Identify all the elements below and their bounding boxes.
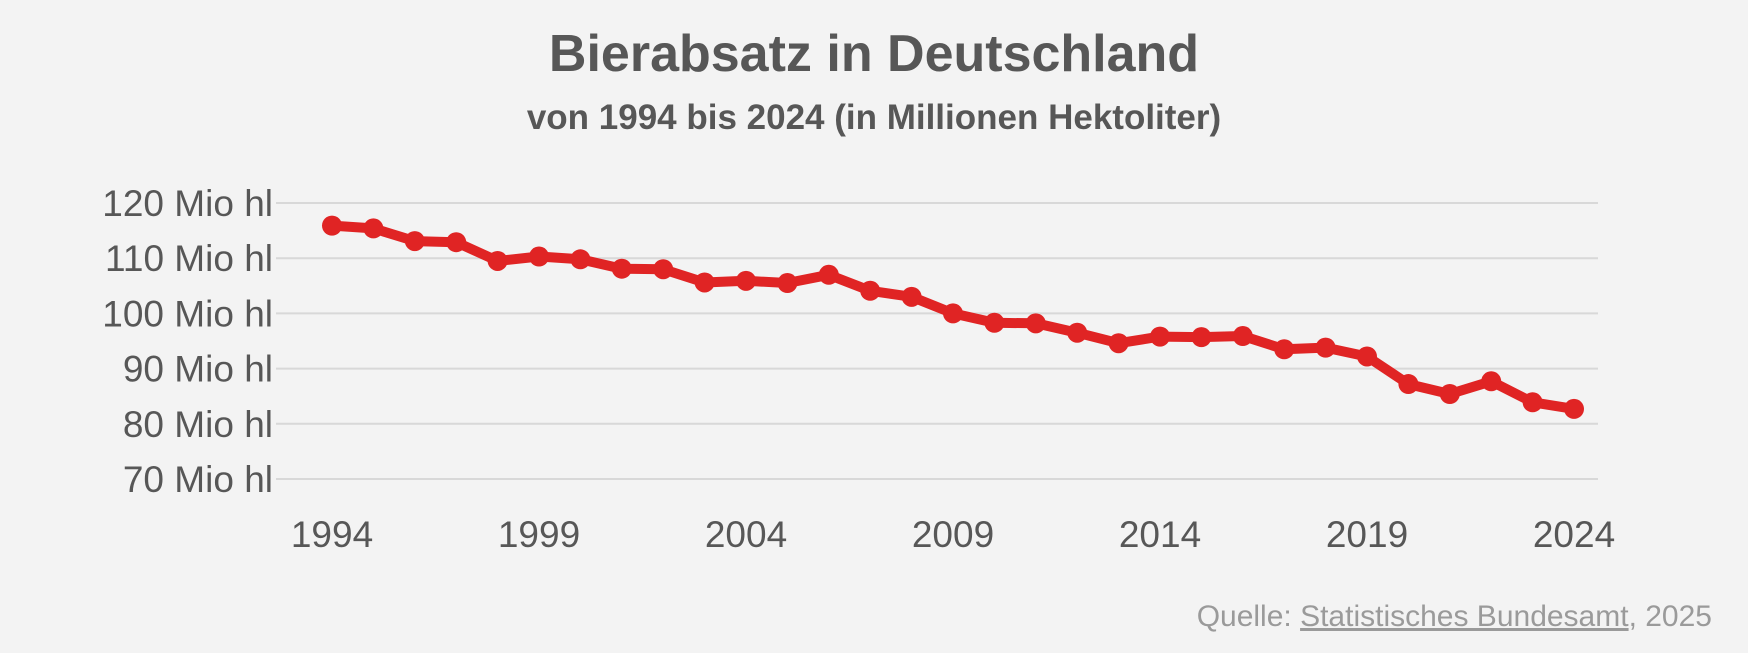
x-tick-label: 2004 — [705, 514, 787, 555]
x-tick-label: 2024 — [1533, 514, 1615, 555]
data-point-2021 — [1439, 383, 1460, 404]
y-tick-label: 100 Mio hl — [102, 293, 273, 334]
data-point-2017 — [1274, 339, 1295, 360]
data-point-1997 — [446, 232, 467, 253]
y-tick-label: 110 Mio hl — [105, 238, 273, 279]
data-point-2008 — [901, 286, 922, 307]
x-tick-label: 1994 — [291, 514, 373, 555]
source-prefix: Quelle: — [1196, 600, 1301, 633]
data-points — [322, 215, 1584, 419]
x-tick-label: 2019 — [1326, 514, 1408, 555]
data-point-2014 — [1150, 326, 1170, 347]
data-point-2012 — [1067, 322, 1088, 343]
data-point-2022 — [1481, 371, 1502, 392]
data-point-2001 — [611, 258, 632, 279]
x-axis-ticks: 1994 1999 2004 2009 2014 2019 2024 — [291, 514, 1615, 555]
data-point-2020 — [1398, 374, 1419, 395]
x-tick-label: 1999 — [498, 514, 580, 555]
data-point-1999 — [529, 246, 549, 267]
data-point-2016 — [1232, 326, 1253, 347]
x-tick-label: 2014 — [1119, 514, 1201, 555]
source-suffix: , 2025 — [1628, 600, 1712, 633]
y-tick-label: 90 Mio hl — [123, 349, 273, 390]
source-link[interactable]: Statistisches Bundesamt — [1300, 600, 1629, 633]
data-point-1996 — [404, 231, 425, 252]
data-point-2005 — [777, 273, 798, 294]
data-point-1998 — [487, 250, 508, 271]
data-point-2000 — [570, 249, 591, 270]
data-point-2018 — [1315, 337, 1336, 358]
data-point-2009 — [943, 303, 963, 324]
data-point-2023 — [1522, 392, 1543, 413]
data-point-2024 — [1564, 398, 1584, 419]
data-point-1994 — [322, 215, 342, 236]
chart-title: Bierabsatz in Deutschland — [548, 25, 1200, 83]
data-point-2019 — [1357, 346, 1377, 367]
data-point-2015 — [1191, 327, 1212, 348]
data-point-2002 — [653, 259, 674, 280]
data-point-2007 — [860, 280, 881, 301]
data-point-2010 — [984, 312, 1005, 333]
y-tick-label: 80 Mio hl — [123, 404, 273, 445]
data-point-2013 — [1108, 333, 1129, 354]
x-tick-label: 2009 — [912, 514, 994, 555]
chart-subtitle: von 1994 bis 2024 (in Millionen Hektolit… — [526, 98, 1222, 137]
data-point-2011 — [1025, 313, 1046, 334]
data-point-1995 — [363, 218, 384, 239]
data-point-2006 — [818, 264, 839, 285]
y-tick-label: 70 Mio hl — [123, 459, 273, 500]
y-tick-label: 120 Mio hl — [102, 183, 273, 224]
gridlines — [276, 202, 1598, 480]
source-note: Quelle: Statistisches Bundesamt, 2025 — [1197, 600, 1712, 634]
data-point-2003 — [694, 272, 715, 293]
data-point-2004 — [736, 270, 756, 291]
y-axis-ticks: 120 Mio hl 110 Mio hl 100 Mio hl 90 Mio hl 8… — [102, 183, 273, 500]
